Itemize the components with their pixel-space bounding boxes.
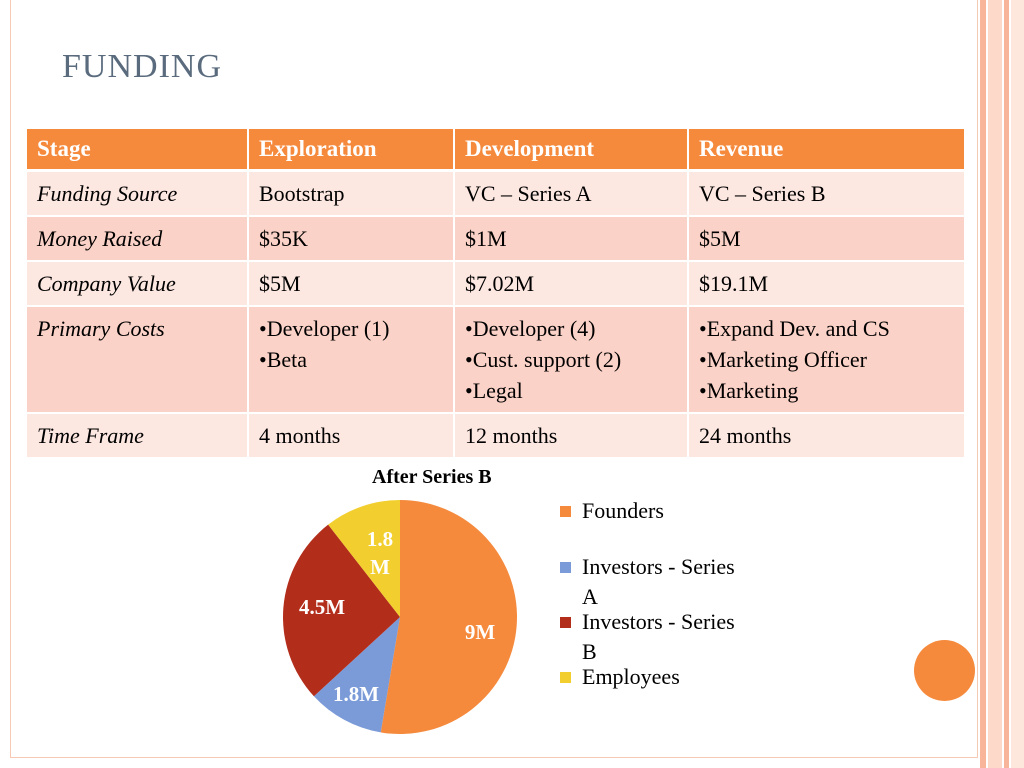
legend-swatch [560, 506, 571, 517]
legend-swatch [560, 672, 571, 683]
chart-title: After Series B [372, 466, 492, 488]
table-row: Money Raised $35K $1M $5M [27, 216, 964, 262]
legend-label: Founders [582, 498, 664, 523]
table-cell: •Developer (4) •Cust. support (2) •Legal [454, 306, 689, 414]
decorative-stripe [988, 0, 1002, 768]
legend-swatch [560, 562, 571, 573]
cost-item: •Legal [465, 378, 523, 403]
cost-item: •Cust. support (2) [465, 347, 622, 372]
legend-label: Investors - Series A [582, 554, 735, 609]
legend-label: Investors - Series B [582, 609, 735, 664]
table-row: Funding Source Bootstrap VC – Series A V… [27, 170, 964, 217]
table-row: Time Frame 4 months 12 months 24 months [27, 413, 964, 459]
table-cell: •Developer (1) •Beta [248, 306, 455, 414]
table-cell: $35K [248, 216, 455, 262]
table-cell: 12 months [454, 413, 689, 459]
table-cell: $5M [248, 261, 455, 307]
cost-item: •Expand Dev. and CS [699, 316, 890, 341]
cost-item: •Developer (1) [259, 316, 390, 341]
header-cell: Stage [27, 129, 249, 172]
table-row: Company Value $5M $7.02M $19.1M [27, 261, 964, 307]
legend-label: Employees [582, 664, 680, 689]
table-cell: $7.02M [454, 261, 689, 307]
table-cell: 4 months [248, 413, 455, 459]
cost-item: •Developer (4) [465, 316, 596, 341]
cost-item: •Marketing [699, 378, 799, 403]
row-label: Time Frame [27, 413, 249, 459]
cost-item: •Beta [259, 347, 308, 372]
table-cell: VC – Series B [688, 170, 964, 217]
row-label: Money Raised [27, 216, 249, 262]
slide-title: FUNDING [62, 48, 222, 85]
header-cell: Development [454, 129, 689, 172]
row-label: Funding Source [27, 170, 249, 217]
table-cell: $19.1M [688, 261, 964, 307]
slide-frame [10, 0, 978, 758]
funding-table: Stage Exploration Development Revenue Fu… [27, 129, 964, 459]
table-cell: •Expand Dev. and CS •Marketing Officer •… [688, 306, 964, 414]
decorative-circle [914, 640, 975, 701]
header-cell: Revenue [688, 129, 964, 172]
table-cell: 24 months [688, 413, 964, 459]
row-label: Primary Costs [27, 306, 249, 414]
decorative-stripe [1011, 0, 1024, 768]
table-header-row: Stage Exploration Development Revenue [27, 129, 964, 172]
table-cell: $5M [688, 216, 964, 262]
table-cell: VC – Series A [454, 170, 689, 217]
legend-swatch [560, 617, 571, 628]
table-row: Primary Costs •Developer (1) •Beta •Deve… [27, 306, 964, 414]
decorative-stripe [1004, 0, 1009, 768]
cost-item: •Marketing Officer [699, 347, 867, 372]
table-cell: Bootstrap [248, 170, 455, 217]
header-cell: Exploration [248, 129, 455, 172]
row-label: Company Value [27, 261, 249, 307]
decorative-stripe [980, 0, 986, 768]
table-cell: $1M [454, 216, 689, 262]
